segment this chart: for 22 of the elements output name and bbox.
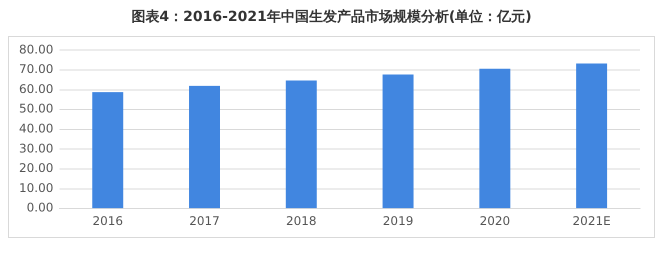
y-tick-label: 70.00 bbox=[18, 62, 54, 76]
chart-title: 图表4：2016-2021年中国生发产品市场规模分析(单位：亿元) bbox=[130, 8, 533, 26]
x-tick-label: 2018 bbox=[286, 214, 317, 228]
bar bbox=[286, 80, 317, 208]
x-tick-label: 2016 bbox=[92, 214, 124, 228]
y-tick-label: 10.00 bbox=[18, 180, 54, 195]
y-tick-label: 80.00 bbox=[18, 42, 54, 56]
y-tick-label: 50.00 bbox=[18, 102, 54, 116]
y-tick-label: 20.00 bbox=[18, 161, 54, 176]
x-tick-label: 2017 bbox=[189, 214, 220, 228]
x-tick-label: 2019 bbox=[382, 214, 414, 228]
bar bbox=[576, 63, 608, 208]
bar bbox=[479, 68, 510, 208]
x-tick-label: 2021E bbox=[572, 214, 611, 228]
y-tick-label: 40.00 bbox=[18, 122, 54, 136]
bar bbox=[92, 92, 124, 208]
bar bbox=[382, 74, 414, 208]
y-tick-label: 60.00 bbox=[18, 82, 54, 96]
x-tick-label: 2020 bbox=[480, 214, 510, 228]
y-tick-label: 30.00 bbox=[18, 141, 54, 156]
y-tick-label: 0.00 bbox=[26, 200, 54, 215]
bar bbox=[189, 86, 220, 208]
